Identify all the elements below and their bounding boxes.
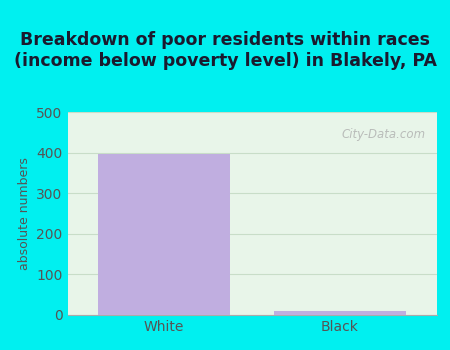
Bar [98, 154, 230, 315]
Y-axis label: absolute numbers: absolute numbers [18, 157, 31, 270]
Text: Breakdown of poor residents within races
(income below poverty level) in Blakely: Breakdown of poor residents within races… [14, 31, 436, 70]
Text: City-Data.com: City-Data.com [341, 128, 425, 141]
Bar [274, 310, 406, 315]
